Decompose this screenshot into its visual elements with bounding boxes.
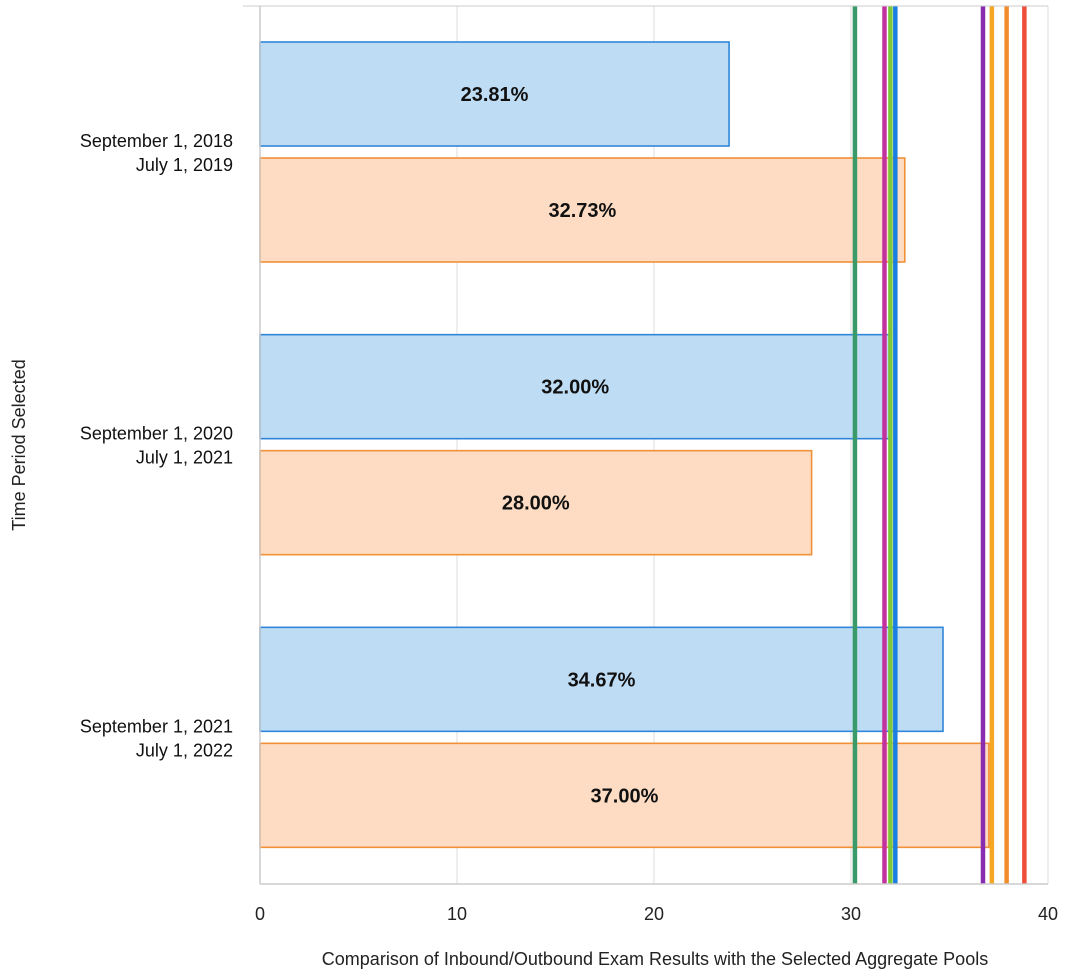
x-tick-label: 30 bbox=[841, 904, 861, 924]
x-tick-label: 0 bbox=[255, 904, 265, 924]
category-label-line: July 1, 2019 bbox=[136, 155, 233, 175]
x-tick-label: 40 bbox=[1038, 904, 1058, 924]
bar-series-1 bbox=[259, 333, 892, 440]
bars bbox=[259, 41, 990, 849]
bar-series-1 bbox=[259, 41, 730, 147]
x-tick-label: 10 bbox=[447, 904, 467, 924]
bar-value-label: 32.00% bbox=[541, 377, 609, 399]
category-label-line: September 1, 2021 bbox=[80, 716, 233, 736]
x-axis-title: Comparison of Inbound/Outbound Exam Resu… bbox=[322, 949, 988, 969]
category-label-line: July 1, 2021 bbox=[136, 448, 233, 468]
bar-value-label: 23.81% bbox=[461, 84, 529, 106]
x-tick-label: 20 bbox=[644, 904, 664, 924]
bar-value-label: 37.00% bbox=[591, 785, 659, 807]
bar-value-label: 34.67% bbox=[568, 669, 636, 691]
bar-series-2 bbox=[259, 449, 813, 556]
bar-value-label: 28.00% bbox=[502, 493, 570, 515]
category-label-line: July 1, 2022 bbox=[136, 740, 233, 760]
reference-lines bbox=[852, 6, 1027, 884]
category-label-line: September 1, 2018 bbox=[80, 131, 233, 151]
category-label-line: September 1, 2020 bbox=[80, 424, 233, 444]
labels: 0 10 20 30 40 23.81% 32.73% September 1, 2018 Ju… bbox=[80, 84, 1058, 924]
bar-series-2 bbox=[259, 157, 906, 263]
bar-value-label: 32.73% bbox=[548, 200, 616, 222]
y-axis-title: Time Period Selected bbox=[9, 359, 29, 530]
gridlines bbox=[456, 6, 1049, 884]
axes bbox=[243, 5, 1048, 885]
